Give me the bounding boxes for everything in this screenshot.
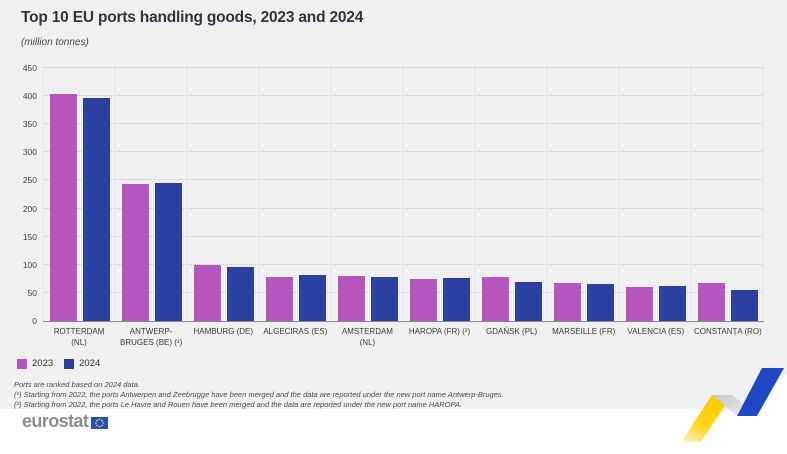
bar-2024 [370,277,398,321]
eurostat-logo: eurostat [22,411,109,432]
y-tick-label: 100 [22,259,37,270]
legend-item-2023: 2023 [17,358,53,369]
bar-2024 [730,289,758,321]
y-tick-label: 300 [22,147,37,158]
footnote-line: Ports are ranked based on 2024 data. [14,380,140,389]
y-tick-label: 350 [22,119,37,130]
bar-2023 [193,264,221,321]
bar-2024 [226,267,254,321]
x-tick-label: MARSEILLE (FR) [552,327,616,336]
bar-group [548,68,620,321]
bar-2023 [337,276,365,321]
y-tick-label: 400 [22,91,37,102]
legend: 2023 2024 [17,358,100,369]
eu-flag-icon [91,416,109,429]
bar-2024 [658,285,686,321]
y-tick-label: 200 [22,203,37,214]
bar-2023 [49,94,77,321]
bar-2023 [265,277,293,321]
x-tick-label: ALGECIRAS (ES) [263,327,328,336]
bar-group [116,68,188,321]
y-axis: 0 50 100 150 200 250 300 350 400 450 [0,63,37,326]
legend-label: 2024 [79,358,101,369]
footnote-line: (¹) Starting from 2022, the ports Antwer… [14,389,504,399]
x-tick-label: AMSTERDAM (NL) [341,327,393,347]
bar-group [260,68,332,321]
y-tick-label: 0 [32,316,37,326]
bar-2023 [625,287,653,321]
bar-groups [43,68,764,321]
bar-2024 [298,274,326,321]
x-tick-label: HAROPA (FR) (²) [408,327,471,336]
x-tick-label: ANTWERP- BRUGES (BE) (¹) [120,327,183,347]
x-tick-label: VALENCIA (ES) [627,327,685,336]
bar-2023 [697,283,725,321]
bar-group [620,68,692,321]
legend-swatch [64,358,75,369]
gridline [43,67,764,68]
plot-area [43,67,764,322]
trend-arrow-decoration-icon [681,368,784,442]
bar-2023 [121,183,149,321]
bar-2023 [553,283,581,321]
x-tick-label: GDAŃSK (PL) [486,327,538,336]
y-tick-label: 50 [27,287,37,298]
footnotes: Ports are ranked based on 2024 data. (¹) … [14,380,504,410]
bar-group [476,68,548,321]
legend-swatch [17,358,27,369]
footnote-line: (²) Starting from 2022, the ports Le Hav… [14,399,463,409]
bar-group [404,68,476,321]
bar-group [692,68,764,321]
bar-2024 [82,97,110,321]
legend-item-2024: 2024 [64,358,100,369]
bar-group [43,68,116,321]
bar-group [188,68,260,321]
bar-2024 [442,278,470,321]
page-title: Top 10 EU ports handling goods, 2023 and… [21,9,364,26]
eurostat-logo-text: eurostat [22,411,89,431]
x-tick-label: HAMBURG (DE) [193,327,254,336]
y-tick-label: 150 [22,231,37,242]
x-tick-label: ROTTERDAM (NL) [53,327,105,347]
x-axis-labels: ROTTERDAM (NL) ANTWERP- BRUGES (BE) (¹) HA… [43,327,764,349]
y-tick-label: 250 [22,175,37,186]
bar-group [332,68,404,321]
bar-2024 [514,281,542,321]
bar-2023 [409,278,437,321]
bar-2024 [154,182,182,321]
bar-2024 [586,283,614,321]
chart-unit-subtitle: (million tonnes) [21,37,89,48]
bar-2023 [481,276,509,321]
y-tick-label: 450 [22,63,37,73]
legend-label: 2023 [32,358,54,369]
x-tick-label: CONSTANȚA (RO) [693,327,762,336]
